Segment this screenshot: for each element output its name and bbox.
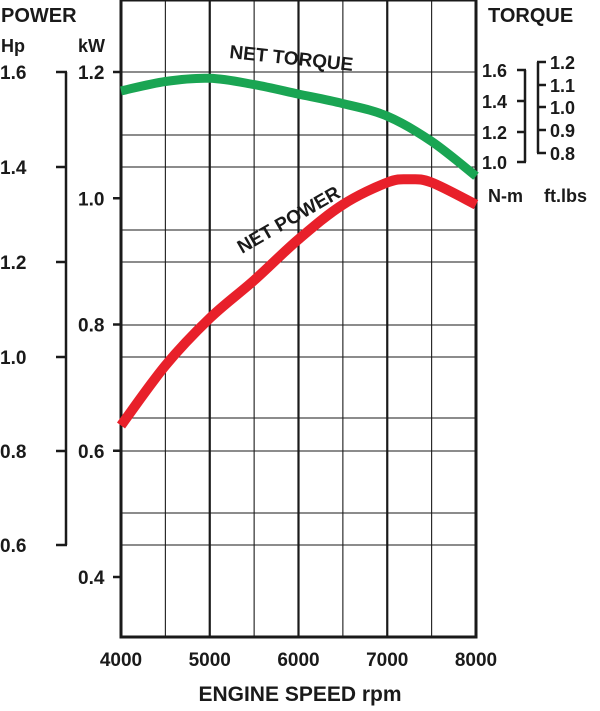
hp-unit-label: Hp	[1, 36, 25, 56]
ftlbs-tick-label: 1.0	[550, 98, 575, 118]
hp-tick-label: 0.6	[0, 536, 26, 557]
hp-tick-label: 1.2	[0, 253, 26, 274]
nm-axis: 1.6 1.4 1.2 1.0	[482, 61, 527, 173]
x-tick-label: 5000	[189, 650, 231, 671]
hp-tick-label: 0.8	[0, 442, 26, 463]
net-torque-line	[120, 73, 479, 180]
hp-tick-label: 1.0	[0, 348, 26, 369]
hp-axis: 1.6 1.4 1.2 1.0 0.8 0.6	[0, 63, 68, 557]
hp-tick-label: 1.6	[0, 63, 26, 84]
x-axis-title: ENGINE SPEED rpm	[198, 683, 401, 706]
kw-tick-label: 1.2	[78, 63, 104, 84]
x-tick-label: 6000	[277, 650, 319, 671]
torque-heading: TORQUE	[488, 5, 573, 27]
kw-tick-label: 0.4	[78, 568, 105, 589]
nm-tick-label: 1.6	[482, 61, 507, 81]
ftlbs-tick-label: 1.2	[550, 53, 575, 73]
ftlbs-axis: 1.2 1.11.0 0.9 0.8	[536, 53, 575, 164]
power-heading: POWER	[1, 5, 77, 27]
kw-unit-label: kW	[78, 36, 105, 56]
ftlbs-tick-label: 0.9	[550, 121, 575, 141]
net-torque-label: NET TORQUE	[228, 42, 354, 76]
x-tick-label: 4000	[100, 650, 142, 671]
kw-axis: 1.2 1.0 0.8 0.6 0.4	[78, 63, 122, 589]
kw-tick-label: 0.8	[78, 316, 104, 337]
ftlbs-tick-label: 0.8	[550, 144, 575, 164]
x-tick-label: 8000	[455, 650, 497, 671]
plot-frame	[119, 0, 478, 639]
nm-tick-label: 1.2	[482, 123, 507, 143]
ftlbs-unit-label: ft.lbs	[544, 186, 587, 206]
nm-tick-label: 1.4	[482, 92, 507, 112]
nm-tick-label: 1.0	[482, 153, 507, 173]
x-axis: 4000 5000 6000 7000 8000	[100, 650, 497, 671]
x-tick-label: 7000	[366, 650, 408, 671]
net-power-line	[116, 174, 479, 429]
ftlbs-tick-label: 1.1	[550, 76, 575, 96]
nm-unit-label: N-m	[488, 186, 523, 206]
hp-tick-label: 1.4	[0, 158, 27, 179]
kw-tick-label: 1.0	[78, 189, 104, 210]
series-group	[116, 73, 479, 429]
kw-tick-label: 0.6	[78, 442, 104, 463]
